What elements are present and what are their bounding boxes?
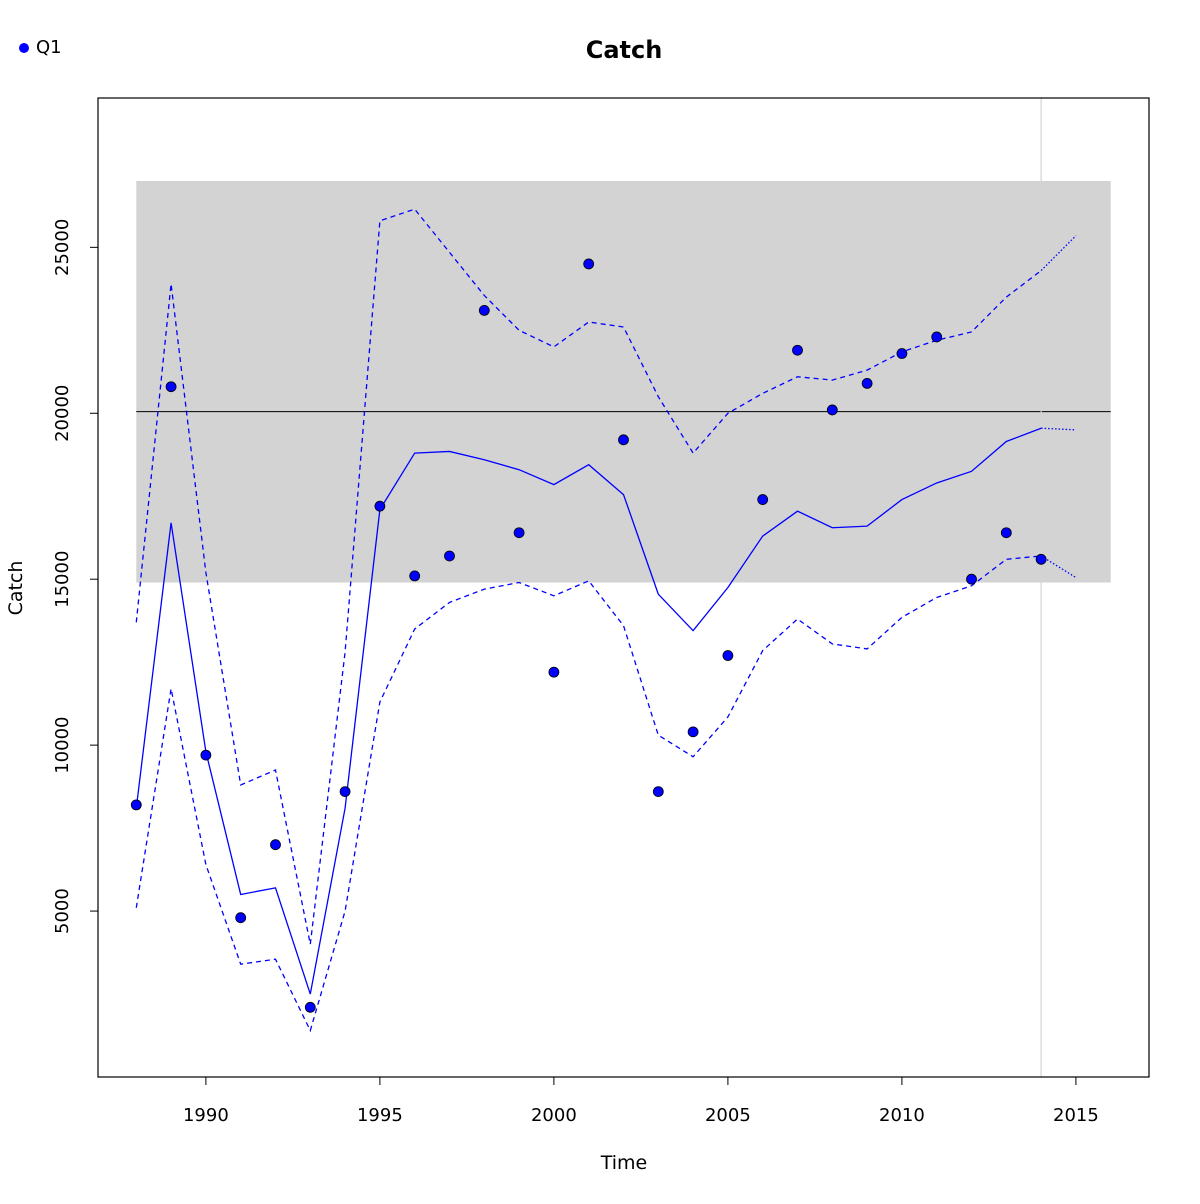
x-tick-label: 2000: [531, 1105, 577, 1126]
data-point: [304, 1001, 316, 1013]
data-point: [583, 258, 595, 270]
y-tick-label: 20000: [52, 385, 73, 442]
y-axis-label: Catch: [5, 561, 27, 616]
data-point: [792, 344, 803, 356]
data-point: [165, 381, 177, 393]
data-point: [618, 434, 629, 446]
y-tick-label: 25000: [52, 219, 73, 276]
x-tick-label: 2015: [1053, 1105, 1099, 1126]
data-point: [861, 378, 873, 389]
data-point: [1035, 553, 1047, 565]
interval-line-dashed-1: [135, 208, 1042, 945]
data-point: [444, 550, 455, 562]
data-point: [130, 799, 142, 811]
data-point: [513, 527, 525, 539]
data-point: [652, 786, 664, 797]
data-point: [548, 666, 560, 678]
chart-title: Catch: [586, 36, 663, 64]
data-point: [722, 650, 734, 661]
data-point: [374, 500, 386, 512]
data-point: [1000, 527, 1012, 539]
data-point: [826, 404, 838, 416]
uncertainty-band: [136, 180, 1111, 583]
data-point: [339, 786, 351, 797]
legend-marker-q1: [19, 43, 29, 53]
plot-frame: [97, 97, 1150, 1078]
x-tick-label: 1995: [357, 1105, 403, 1126]
x-tick-label: 2005: [705, 1105, 751, 1126]
y-tick-label: 15000: [52, 551, 73, 608]
data-point: [966, 573, 977, 585]
data-point: [409, 570, 421, 582]
y-tick-label: 5000: [52, 888, 73, 934]
data-point: [757, 494, 769, 505]
forecast-line-dotted-4: [1040, 235, 1077, 272]
data-point: [687, 726, 699, 738]
legend: Q1: [19, 37, 62, 58]
data-point: [270, 839, 281, 851]
data-point: [200, 749, 212, 761]
data-point: [896, 348, 908, 359]
data-point: [931, 331, 943, 343]
interval-line-dashed-2: [135, 555, 1042, 1033]
x-tick-label: 1990: [183, 1105, 229, 1126]
data-point: [235, 912, 247, 924]
fit-line-0: [135, 427, 1042, 995]
x-tick-label: 2010: [879, 1105, 925, 1126]
x-axis-label: Time: [600, 1152, 648, 1174]
y-tick-label: 10000: [52, 717, 73, 774]
forecast-line-dotted-3: [1041, 427, 1076, 431]
data-point: [478, 304, 490, 316]
legend-label-q1: Q1: [36, 37, 62, 58]
